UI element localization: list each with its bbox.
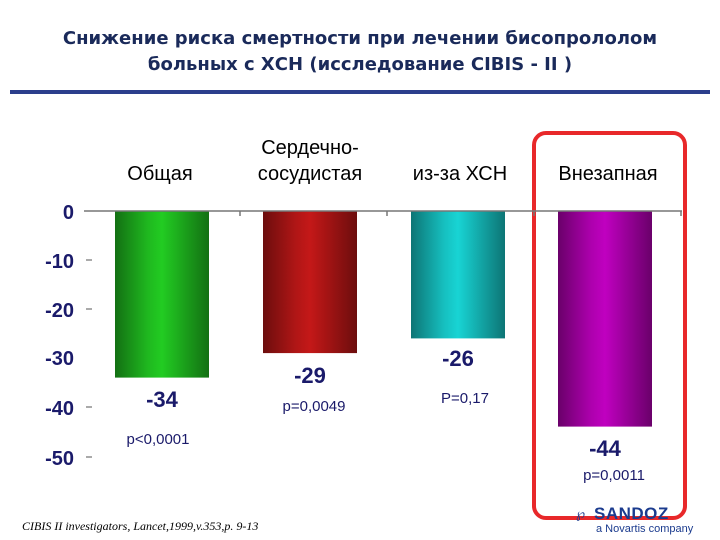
category-label: сосудистая [258,163,362,185]
bar-2 [263,211,357,354]
y-tick-label: -10 [45,251,74,273]
y-tick-label: -50 [45,448,74,470]
sandoz-logo-icon: ℘ [576,506,586,521]
value-label: -34 [146,387,179,412]
y-tick-label: 0 [63,202,74,224]
highlight-frame [532,131,687,520]
title-line-2: больных с ХСН (исследование CIBIS - II ) [147,54,573,75]
y-tick-label: -40 [45,398,74,420]
citation: CIBIS II investigators, Lancet,1999,v.35… [22,519,259,533]
p-value-label: P=0,17 [441,390,489,407]
slide-title: Снижение риска смертности при лечении би… [0,26,720,78]
title-divider [10,90,710,94]
p-value-label: p<0,0001 [127,431,190,448]
bar-4 [558,211,652,427]
p-value-label: p=0,0049 [283,398,346,415]
value-label: -44 [589,436,622,461]
category-label: из-за ХСН [413,163,507,185]
brand-tagline: a Novartis company [596,523,694,535]
p-value-label: p=0,0011 [583,467,645,484]
y-tick-label: -30 [45,348,74,370]
bar-1 [115,211,209,378]
category-label: Сердечно- [261,137,359,159]
category-label: Внезапная [558,163,657,185]
bar-3 [411,211,505,339]
y-tick-label: -20 [45,300,74,322]
brand-name: SANDOZ [594,504,669,523]
value-label: -29 [294,363,326,388]
value-label: -26 [442,346,474,371]
brand-logo-block: ℘ SANDOZ a Novartis company [572,504,712,538]
category-label: Общая [127,163,192,185]
title-line-1: Снижение риска смертности при лечении би… [62,28,658,49]
